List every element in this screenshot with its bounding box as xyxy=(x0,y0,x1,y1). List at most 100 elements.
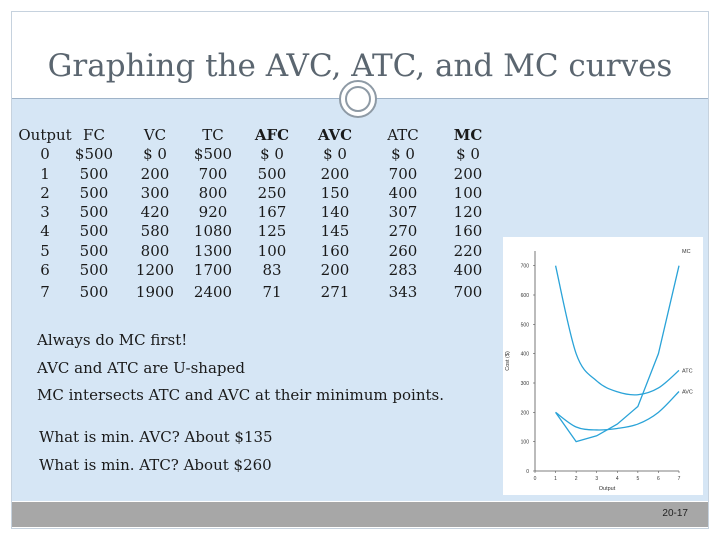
series-label-mc: MC xyxy=(682,249,691,255)
x-tick-label: 7 xyxy=(678,476,681,482)
table-cell: 145 xyxy=(320,222,350,240)
note-min-avc: What is min. AVC? About $135 xyxy=(39,428,273,446)
table-cell: 1700 xyxy=(193,261,233,279)
table-cell: 270 xyxy=(388,222,418,240)
table-cell: 500 xyxy=(79,222,109,240)
table-cell: 920 xyxy=(198,203,228,221)
table-cell: 500 xyxy=(257,165,287,183)
table-header-avc: AVC xyxy=(317,126,353,144)
table-cell: 1 xyxy=(40,165,50,183)
series-line-atc xyxy=(554,265,680,396)
note-min-atc: What is min. ATC? About $260 xyxy=(39,456,272,474)
table-cell: 0 xyxy=(40,145,50,163)
y-tick-label: 0 xyxy=(526,469,529,475)
table-cell: 500 xyxy=(79,203,109,221)
table-header-atc: ATC xyxy=(387,126,419,144)
table-cell: 83 xyxy=(262,261,282,279)
table-cell: 420 xyxy=(140,203,170,221)
table-cell: 343 xyxy=(388,283,418,301)
series-label-avc: AVC xyxy=(682,390,693,396)
y-tick-label: 300 xyxy=(521,381,530,387)
table-cell: 400 xyxy=(453,261,483,279)
table-cell: 140 xyxy=(320,203,350,221)
table-cell: 160 xyxy=(453,222,483,240)
table-cell: 100 xyxy=(257,242,287,260)
series-label-atc: ATC xyxy=(682,368,693,374)
table-cell: 283 xyxy=(388,261,418,279)
x-tick-label: 0 xyxy=(534,476,537,482)
note-intersects: MC intersects ATC and AVC at their minim… xyxy=(37,386,444,404)
series-line-mc xyxy=(555,265,680,443)
table-cell: 1900 xyxy=(135,283,175,301)
table-cell: 220 xyxy=(453,242,483,260)
y-tick-label: 200 xyxy=(521,410,530,416)
table-cell: 160 xyxy=(320,242,350,260)
note-always-mc: Always do MC first! xyxy=(37,331,188,349)
table-cell: $ 0 xyxy=(391,145,415,163)
y-axis-label: Cost ($) xyxy=(505,351,511,371)
y-tick-label: 400 xyxy=(521,352,530,358)
table-cell: 580 xyxy=(140,222,170,240)
table-cell: 200 xyxy=(320,165,350,183)
table-cell: $ 0 xyxy=(143,145,167,163)
table-cell: 200 xyxy=(453,165,483,183)
table-cell: 167 xyxy=(257,203,287,221)
table-cell: 2400 xyxy=(193,283,233,301)
table-header-vc: VC xyxy=(143,126,167,144)
table-header-tc: TC xyxy=(202,126,224,144)
page-number: 20-17 xyxy=(662,508,688,519)
table-cell: 250 xyxy=(257,184,287,202)
x-tick-label: 3 xyxy=(595,476,598,482)
table-cell: 700 xyxy=(198,165,228,183)
table-cell: 1200 xyxy=(135,261,175,279)
table-cell: $ 0 xyxy=(260,145,284,163)
table-cell: 271 xyxy=(320,283,350,301)
y-tick-label: 500 xyxy=(521,322,530,328)
table-cell: 1300 xyxy=(193,242,233,260)
table-cell: 260 xyxy=(388,242,418,260)
table-cell: 71 xyxy=(262,283,282,301)
table-cell: 100 xyxy=(453,184,483,202)
cost-curves-chart: 0 100 200 300 400 500 600 700 0 1 2 3 4 5 6 7 Output Cost… xyxy=(503,237,703,495)
table-cell: 307 xyxy=(388,203,418,221)
x-tick-label: 6 xyxy=(657,476,660,482)
y-tick-label: 700 xyxy=(521,264,530,270)
table-cell: 500 xyxy=(79,242,109,260)
table-cell: 300 xyxy=(140,184,170,202)
x-tick-label: 5 xyxy=(636,476,639,482)
footer-bar: 20-17 xyxy=(12,502,708,527)
x-axis-label: Output xyxy=(599,486,616,492)
table-cell: 7 xyxy=(40,283,50,301)
table-cell: $500 xyxy=(193,145,233,163)
table-cell: 4 xyxy=(40,222,50,240)
table-cell: 700 xyxy=(453,283,483,301)
table-cell: 500 xyxy=(79,261,109,279)
table-cell: 800 xyxy=(198,184,228,202)
x-tick-label: 1 xyxy=(554,476,557,482)
table-cell: 2 xyxy=(40,184,50,202)
table-cell: 800 xyxy=(140,242,170,260)
table-cell: $500 xyxy=(74,145,114,163)
table-header-afc: AFC xyxy=(254,126,290,144)
table-cell: 150 xyxy=(320,184,350,202)
series-line-avc xyxy=(555,391,680,431)
table-cell: 500 xyxy=(79,283,109,301)
table-cell: $ 0 xyxy=(456,145,480,163)
table-cell: 3 xyxy=(40,203,50,221)
cost-curves-svg: 0 100 200 300 400 500 600 700 0 1 2 3 4 5 6 7 Output Cost… xyxy=(505,249,693,492)
table-cell: 6 xyxy=(40,261,50,279)
table-header-fc: FC xyxy=(83,126,105,144)
y-tick-label: 100 xyxy=(521,440,530,446)
table-cell: 120 xyxy=(453,203,483,221)
slide-title: Graphing the AVC, ATC, and MC curves xyxy=(47,48,673,84)
x-tick-label: 2 xyxy=(575,476,578,482)
table-cell: 5 xyxy=(40,242,50,260)
y-tick-label: 600 xyxy=(521,293,530,299)
table-cell: 1080 xyxy=(193,222,233,240)
table-cell: 200 xyxy=(320,261,350,279)
table-cell: 200 xyxy=(140,165,170,183)
x-tick-label: 4 xyxy=(616,476,619,482)
cost-table: Output FC VC TC AFC AVC ATC MC 0 $500 $ 0 $500 $ 0 $ … xyxy=(0,0,500,310)
table-header-mc: MC xyxy=(453,126,483,144)
table-cell: 500 xyxy=(79,184,109,202)
